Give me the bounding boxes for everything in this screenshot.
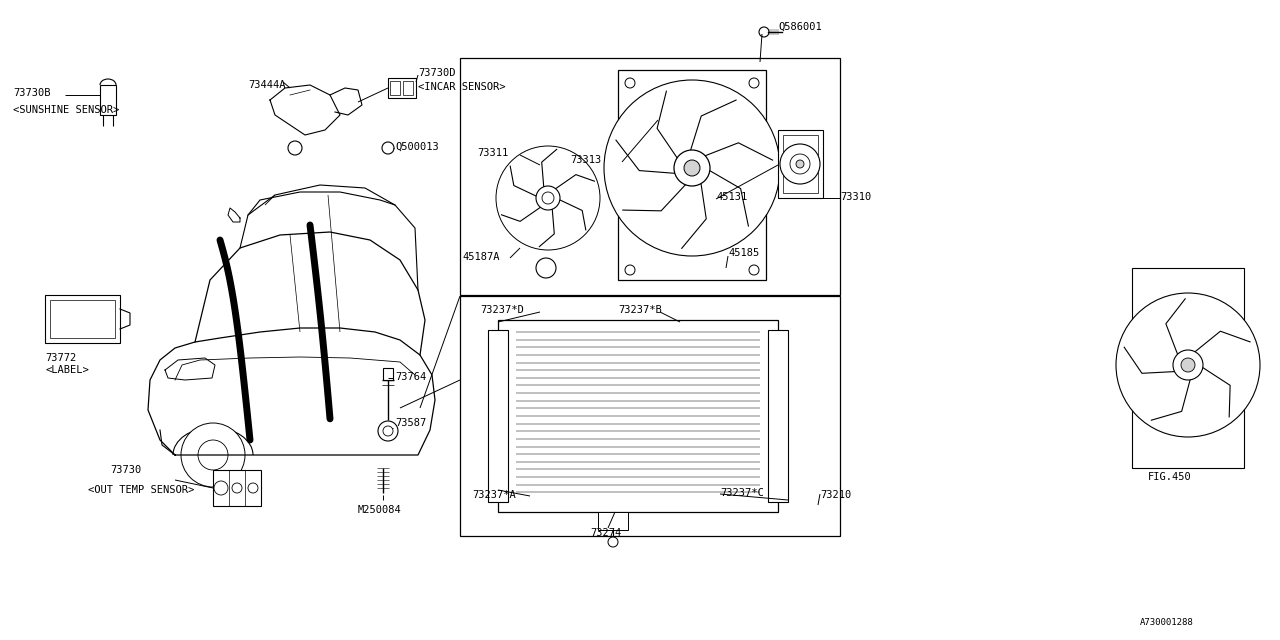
Bar	[45, 295, 120, 343]
Text: 73772: 73772	[45, 353, 77, 363]
Text: 73237*D: 73237*D	[480, 305, 524, 315]
Circle shape	[749, 78, 759, 88]
Text: 73730B: 73730B	[13, 88, 50, 98]
Text: <OUT TEMP SENSOR>: <OUT TEMP SENSOR>	[88, 485, 195, 495]
Circle shape	[232, 483, 242, 493]
Circle shape	[383, 426, 393, 436]
Bar	[212, 470, 261, 506]
Text: Q586001: Q586001	[778, 22, 822, 32]
Bar	[460, 58, 840, 295]
Circle shape	[604, 80, 780, 256]
Text: M250084: M250084	[358, 505, 402, 515]
Text: <INCAR SENSOR>: <INCAR SENSOR>	[419, 82, 506, 92]
Circle shape	[180, 423, 244, 487]
Circle shape	[608, 537, 618, 547]
Circle shape	[625, 78, 635, 88]
Bar	[488, 330, 508, 502]
Bar	[1132, 268, 1244, 468]
Text: 73444A: 73444A	[248, 80, 285, 90]
Text: 73730D: 73730D	[419, 68, 456, 78]
Circle shape	[536, 186, 561, 210]
Text: 73274: 73274	[590, 528, 621, 538]
Circle shape	[675, 150, 710, 186]
Text: FIG.450: FIG.450	[1148, 472, 1192, 482]
Circle shape	[1116, 293, 1260, 437]
Bar	[383, 368, 393, 380]
Text: 73237*A: 73237*A	[472, 490, 516, 500]
Bar	[783, 135, 818, 193]
Circle shape	[248, 483, 259, 493]
Circle shape	[1172, 350, 1203, 380]
Bar	[388, 78, 416, 98]
Circle shape	[790, 154, 810, 174]
Bar	[778, 130, 823, 198]
Circle shape	[759, 27, 769, 37]
Circle shape	[214, 481, 228, 495]
Bar	[403, 81, 413, 95]
Text: 45187A: 45187A	[462, 252, 499, 262]
Text: 73730: 73730	[110, 465, 141, 475]
Circle shape	[288, 141, 302, 155]
Text: Q500013: Q500013	[396, 142, 439, 152]
Circle shape	[541, 192, 554, 204]
Bar	[598, 512, 628, 530]
Bar	[50, 300, 115, 338]
Circle shape	[684, 160, 700, 176]
Text: 73311: 73311	[477, 148, 508, 158]
Circle shape	[536, 258, 556, 278]
Text: 73587: 73587	[396, 418, 426, 428]
Circle shape	[381, 142, 394, 154]
Text: 45185: 45185	[728, 248, 759, 258]
Circle shape	[796, 160, 804, 168]
Text: 45131: 45131	[716, 192, 748, 202]
Bar	[390, 81, 399, 95]
Text: 73310: 73310	[840, 192, 872, 202]
Text: <SUNSHINE SENSOR>: <SUNSHINE SENSOR>	[13, 105, 119, 115]
Circle shape	[780, 144, 820, 184]
Bar	[618, 70, 765, 280]
Text: 73210: 73210	[820, 490, 851, 500]
Text: 73313: 73313	[570, 155, 602, 165]
Text: 73237*B: 73237*B	[618, 305, 662, 315]
Circle shape	[198, 440, 228, 470]
Bar	[498, 320, 778, 512]
Text: 73237*C: 73237*C	[719, 488, 764, 498]
Circle shape	[749, 265, 759, 275]
Bar	[100, 85, 116, 115]
Text: <LABEL>: <LABEL>	[45, 365, 88, 375]
Circle shape	[1181, 358, 1196, 372]
Bar	[768, 330, 788, 502]
Bar	[460, 296, 840, 536]
Text: A730001288: A730001288	[1140, 618, 1194, 627]
Circle shape	[625, 265, 635, 275]
Text: 73764: 73764	[396, 372, 426, 382]
Circle shape	[378, 421, 398, 441]
